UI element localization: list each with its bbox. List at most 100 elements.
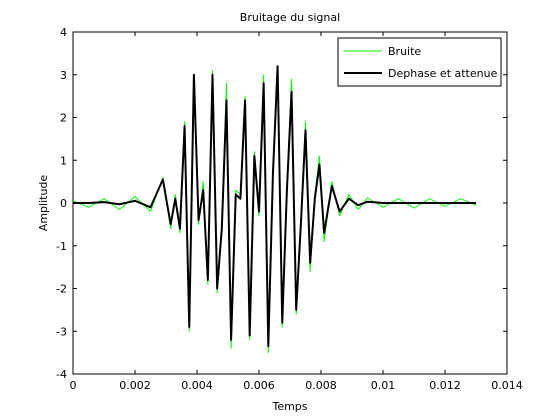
- series-point: [119, 209, 120, 210]
- series-point: [331, 181, 332, 182]
- series-point: [296, 314, 297, 315]
- series-point: [358, 209, 359, 210]
- series-point: [231, 339, 232, 340]
- series-point: [179, 232, 180, 233]
- series-point: [189, 331, 190, 332]
- series-point: [103, 198, 104, 199]
- series-point: [179, 228, 180, 229]
- series-point: [305, 130, 306, 131]
- series-point: [235, 194, 236, 195]
- series-point: [339, 211, 340, 212]
- y-axis-title: Amplitude: [37, 175, 50, 232]
- y-tick-label: 0: [60, 197, 67, 210]
- series-point: [348, 198, 349, 199]
- y-tick-label: 2: [60, 112, 67, 125]
- series-point: [331, 185, 332, 186]
- series-point: [217, 292, 218, 293]
- series-point: [310, 271, 311, 272]
- y-tick-label: -2: [56, 283, 67, 296]
- series-point: [398, 202, 399, 203]
- series-point: [319, 155, 320, 156]
- series-point: [221, 228, 222, 229]
- legend-box: [337, 37, 502, 87]
- series-line-dephase: [73, 65, 476, 348]
- y-tick-label: 1: [60, 154, 67, 167]
- series-layer: [72, 65, 477, 354]
- series-point: [184, 121, 185, 122]
- series-point: [244, 96, 245, 97]
- series-point: [348, 194, 349, 195]
- series-point: [314, 198, 315, 199]
- series-point: [212, 70, 213, 71]
- series-point: [217, 288, 218, 289]
- y-axis: -4 -3 -2 -1 0 1 2 3 4: [56, 26, 507, 381]
- series-point: [296, 309, 297, 310]
- series-point: [291, 91, 292, 92]
- series-point: [272, 172, 273, 173]
- series-point: [268, 352, 269, 353]
- x-tick-label: 0: [70, 379, 77, 392]
- series-point: [413, 202, 414, 203]
- x-tick-label: 0.012: [429, 379, 461, 392]
- series-point: [305, 121, 306, 122]
- legend-label-dephase: Dephase et attenue: [388, 67, 498, 80]
- plot-area: 0 0.002 0.004 0.006 0.008 0.01 0.012 0.014 -4 -3…: [56, 26, 523, 392]
- series-point: [339, 215, 340, 216]
- series-point: [460, 202, 461, 203]
- series-point: [150, 211, 151, 212]
- series-point: [254, 155, 255, 156]
- series-point: [134, 200, 135, 201]
- series-point: [244, 100, 245, 101]
- series-point: [310, 262, 311, 263]
- series-point: [263, 74, 264, 75]
- series-point: [72, 200, 73, 201]
- series-point: [88, 202, 89, 203]
- series-point: [175, 198, 176, 199]
- series-point: [367, 197, 368, 198]
- series-point: [235, 190, 236, 191]
- x-axis: 0 0.002 0.004 0.006 0.008 0.01 0.012 0.014: [70, 32, 523, 392]
- series-point: [258, 211, 259, 212]
- series-point: [475, 205, 476, 206]
- series-point: [88, 207, 89, 208]
- series-point: [150, 207, 151, 208]
- series-point: [226, 100, 227, 101]
- series-point: [475, 202, 476, 203]
- x-tick-label: 0.006: [243, 379, 275, 392]
- chart-title: Bruitage du signal: [240, 11, 340, 24]
- y-tick-label: 4: [60, 26, 67, 39]
- series-point: [240, 198, 241, 199]
- x-tick-label: 0.008: [305, 379, 337, 392]
- x-tick-label: 0.01: [371, 379, 396, 392]
- series-point: [170, 228, 171, 229]
- series-point: [198, 224, 199, 225]
- series-point: [263, 83, 264, 84]
- series-point: [444, 202, 445, 203]
- series-point: [319, 164, 320, 165]
- series-point: [226, 83, 227, 84]
- x-tick-label: 0.004: [181, 379, 213, 392]
- series-point: [258, 215, 259, 216]
- series-point: [413, 208, 414, 209]
- series-point: [286, 190, 287, 191]
- series-point: [189, 326, 190, 327]
- series-point: [203, 181, 204, 182]
- series-point: [203, 190, 204, 191]
- series-point: [175, 194, 176, 195]
- series-point: [170, 224, 171, 225]
- y-tick-label: -3: [56, 325, 67, 338]
- series-point: [254, 151, 255, 152]
- y-tick-label: -1: [56, 240, 67, 253]
- series-point: [358, 205, 359, 206]
- series-point: [249, 339, 250, 340]
- series-point: [207, 279, 208, 280]
- series-point: [324, 241, 325, 242]
- series-point: [184, 125, 185, 126]
- legend: Bruite Dephase et attenue: [337, 37, 502, 87]
- series-point: [444, 206, 445, 207]
- series-point: [193, 74, 194, 75]
- series-point: [212, 74, 213, 75]
- series-point: [291, 78, 292, 79]
- series-point: [162, 177, 163, 178]
